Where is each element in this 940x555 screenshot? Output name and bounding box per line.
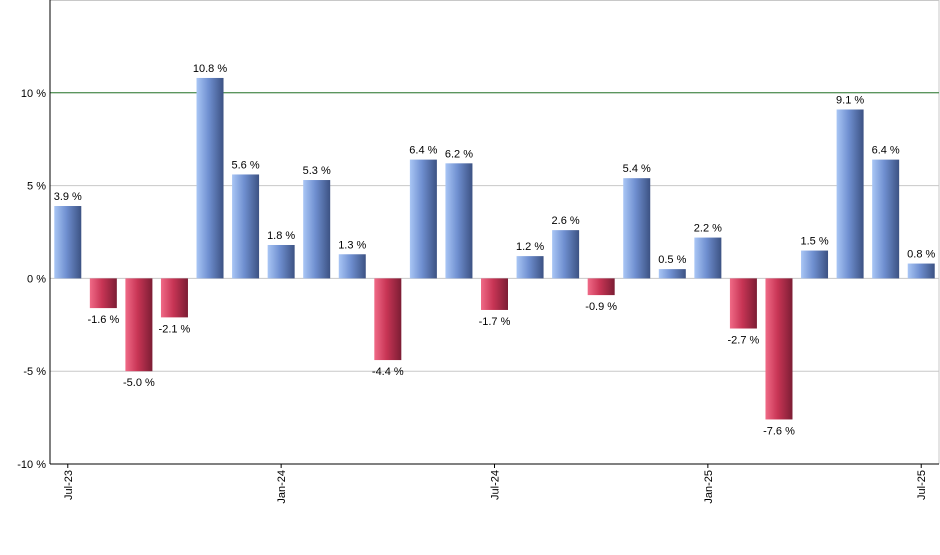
y-tick-label: -5 % [23,366,46,378]
bar [303,180,331,279]
y-tick-label: -10 % [17,459,46,471]
axis-layer [49,0,939,468]
bar [374,278,402,361]
bar [552,230,580,279]
bar-value-label: 3.9 % [54,191,82,203]
y-tick-label: 0 % [27,273,46,285]
bar-value-label: 6.4 % [409,145,437,157]
bar-value-label: 2.6 % [552,215,580,227]
bar [729,278,757,329]
bar-value-label: 6.4 % [872,145,900,157]
bar-value-label: 5.4 % [623,163,651,175]
bar [89,278,117,309]
bar-value-label: -2.7 % [728,335,760,347]
bar [267,244,295,279]
bar-value-label: 0.8 % [907,249,935,261]
bar-value-label: -4.4 % [372,366,404,378]
y-tick-label: 10 % [21,88,46,100]
bar [232,174,260,279]
bar [409,159,437,279]
bar [694,237,722,279]
bar [125,278,153,372]
bar-value-label: 6.2 % [445,148,473,160]
x-tick-label: Jan-25 [703,470,715,504]
bar [516,256,544,279]
bar-value-label: 1.2 % [516,241,544,253]
x-tick-label: Jul-25 [916,470,928,500]
bar-value-label: 2.2 % [694,223,722,235]
bar [54,206,82,279]
bar [872,159,900,279]
bar-value-label: 0.5 % [658,254,686,266]
bar-value-label: -1.7 % [479,316,511,328]
grid-layer [50,0,940,465]
bar [160,278,188,318]
bar [587,278,615,296]
bar [623,178,651,279]
bar-value-label: 1.3 % [338,239,366,251]
y-tick-label: 5 % [27,181,46,193]
bar-value-label: 9.1 % [836,95,864,107]
bar-value-label: 1.8 % [267,230,295,242]
bar [338,254,366,279]
bar [445,163,473,279]
bar [658,269,686,279]
bar-value-label: 5.6 % [232,159,260,171]
bar [836,109,864,279]
labels-layer: 10 % 5 % 0 % -5 % -10 % 3.9 % -1.6 % -5.0 % -2.1… [17,63,935,504]
bar-value-label: 10.8 % [193,63,227,75]
x-tick-label: Jan-24 [276,470,288,504]
bar-value-label: -7.6 % [763,425,795,437]
bar-value-label: -1.6 % [87,314,119,326]
bar [196,77,224,279]
bar [801,250,829,279]
bar [765,278,793,420]
bar [481,278,508,310]
x-tick-label: Jul-24 [490,470,502,500]
bar-value-label: -2.1 % [159,323,191,335]
bar-value-label: 1.5 % [800,236,828,248]
bars-layer [54,77,935,420]
x-tick-label: Jul-23 [63,470,75,500]
bar-value-label: -5.0 % [123,377,155,389]
bar-value-label: -0.9 % [585,301,617,313]
bar [907,263,935,279]
bar-value-label: 5.3 % [303,165,331,177]
